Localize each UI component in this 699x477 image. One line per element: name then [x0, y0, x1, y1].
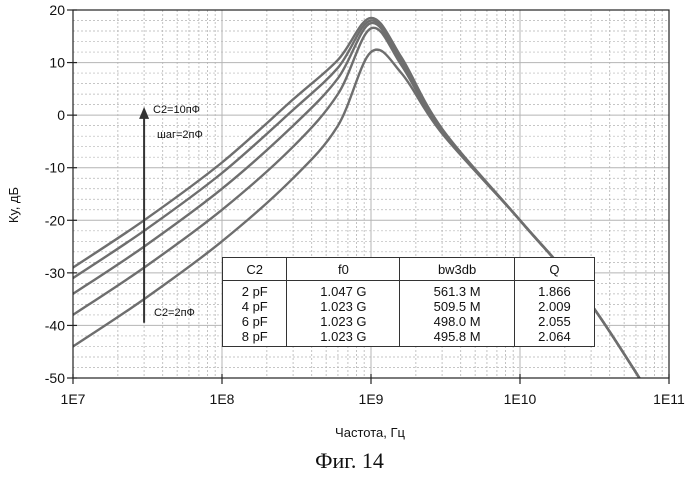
arrow-head: [139, 107, 149, 119]
x-tick-label: 1E10: [504, 391, 537, 407]
chart-canvas: 20 10 0 -10 -20 -30 -40 -50 1E7 1E8 1E9 1E10 1E11 C2…: [0, 0, 699, 477]
annotation-step: шаг=2пФ: [157, 129, 203, 141]
cell-bw3db: 509.5 M: [400, 299, 515, 314]
cell-f0: 1.023 G: [287, 314, 400, 329]
cell-bw3db: 495.8 M: [400, 329, 515, 347]
col-bw3db-header: bw3db: [400, 258, 515, 281]
table-header-row: C2 f0 bw3db Q: [223, 258, 595, 281]
y-tick-label: -30: [45, 265, 65, 281]
table-row: 6 pF 1.023 G 498.0 M 2.055: [223, 314, 595, 329]
y-tick-label: -20: [45, 212, 65, 228]
cell-f0: 1.023 G: [287, 329, 400, 347]
y-tick-label: 20: [49, 2, 65, 18]
results-table: C2 f0 bw3db Q 2 pF 1.047 G 561.3 M 1.866…: [222, 257, 595, 347]
x-tick-label: 1E7: [61, 391, 86, 407]
x-tick-label: 1E8: [210, 391, 235, 407]
x-tick-label: 1E11: [653, 391, 685, 407]
table-row: 8 pF 1.023 G 495.8 M 2.064: [223, 329, 595, 347]
cell-c2: 6 pF: [223, 314, 287, 329]
y-axis-title: Ку, дБ: [6, 187, 21, 223]
figure-caption: Фиг. 14: [0, 448, 699, 474]
annotation-top: C2=10пФ: [153, 104, 200, 116]
cell-c2: 8 pF: [223, 329, 287, 347]
cell-bw3db: 561.3 M: [400, 281, 515, 300]
cell-bw3db: 498.0 M: [400, 314, 515, 329]
x-axis-title: Частота, Гц: [335, 425, 405, 440]
annotation-bottom: C2=2пФ: [154, 307, 195, 319]
table-row: 4 pF 1.023 G 509.5 M 2.009: [223, 299, 595, 314]
cell-q: 1.866: [514, 281, 594, 300]
col-q-header: Q: [514, 258, 594, 281]
cell-q: 2.009: [514, 299, 594, 314]
y-tick-label: -40: [45, 317, 65, 333]
col-f0-header: f0: [287, 258, 400, 281]
x-tick-label: 1E9: [359, 391, 384, 407]
col-c2-header: C2: [223, 258, 287, 281]
cell-f0: 1.047 G: [287, 281, 400, 300]
y-tick-label: 10: [49, 55, 65, 71]
cell-q: 2.064: [514, 329, 594, 347]
annotations: C2=10пФ шаг=2пФ C2=2пФ: [139, 104, 203, 323]
cell-f0: 1.023 G: [287, 299, 400, 314]
table-row: 2 pF 1.047 G 561.3 M 1.866: [223, 281, 595, 300]
y-tick-label: -50: [45, 370, 65, 386]
y-tick-label: 0: [57, 107, 65, 123]
y-tick-label: -10: [45, 160, 65, 176]
cell-q: 2.055: [514, 314, 594, 329]
cell-c2: 2 pF: [223, 281, 287, 300]
cell-c2: 4 pF: [223, 299, 287, 314]
